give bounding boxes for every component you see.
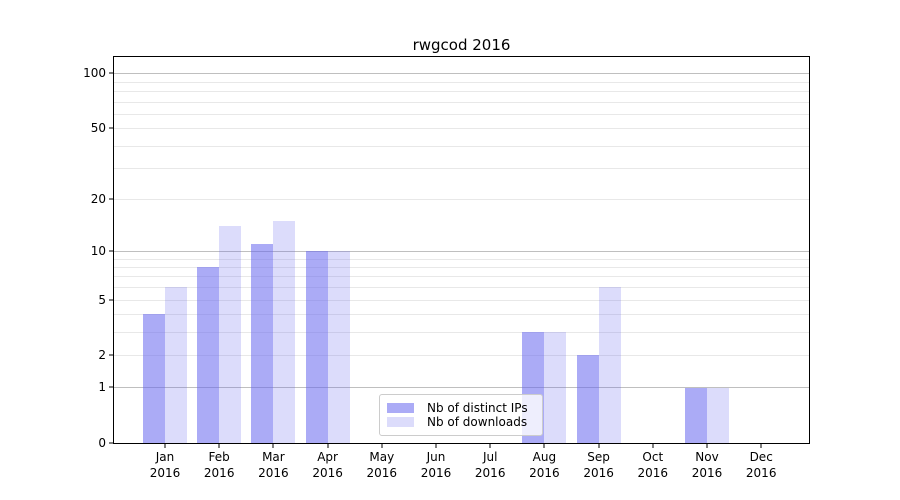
- minor-gridline: [114, 199, 809, 201]
- minor-gridline: [114, 81, 809, 83]
- legend-item-downloads: Nb of downloads: [387, 416, 534, 428]
- bar-downloads-apr: [327, 250, 350, 443]
- minor-gridline: [114, 276, 809, 278]
- x-tick: [760, 443, 762, 448]
- minor-gridline: [114, 267, 809, 269]
- y-tick-label: 5: [98, 292, 106, 307]
- x-tick-label: Mar 2016: [258, 450, 289, 480]
- x-tick: [435, 443, 437, 448]
- legend-label-downloads: Nb of downloads: [427, 415, 528, 429]
- legend: Nb of distinct IPs Nb of downloads: [379, 394, 543, 436]
- x-tick-label: Aug 2016: [529, 450, 560, 480]
- legend-item-distinct-ips: Nb of distinct IPs: [387, 402, 534, 414]
- x-tick: [652, 443, 654, 448]
- major-gridline: [114, 387, 809, 389]
- major-gridline: [114, 250, 809, 252]
- y-tick: [109, 299, 114, 301]
- chart-title: rwgcod 2016: [412, 36, 511, 54]
- minor-gridline: [114, 91, 809, 93]
- x-tick: [327, 443, 329, 448]
- x-tick: [598, 443, 600, 448]
- y-tick-label: 20: [90, 192, 106, 207]
- x-tick-label: Jul 2016: [474, 450, 506, 480]
- y-tick-label: 2: [98, 348, 106, 363]
- y-tick: [109, 354, 114, 356]
- x-tick: [272, 443, 274, 448]
- x-tick-label: Feb 2016: [203, 450, 235, 480]
- bar-downloads-nov: [707, 387, 729, 443]
- minor-gridline: [114, 355, 809, 357]
- y-tick-label: 1: [98, 380, 106, 395]
- minor-gridline: [114, 258, 809, 260]
- x-tick: [164, 443, 166, 448]
- x-tick: [706, 443, 708, 448]
- x-tick-label: Nov 2016: [691, 450, 723, 480]
- minor-gridline: [114, 128, 809, 130]
- y-tick: [109, 72, 114, 74]
- x-tick-label: Oct 2016: [637, 450, 669, 480]
- y-tick-label: 10: [90, 243, 106, 258]
- x-tick: [381, 443, 383, 448]
- minor-gridline: [114, 168, 809, 169]
- y-tick-label: 100: [83, 66, 106, 81]
- y-tick: [109, 198, 114, 200]
- x-tick: [218, 443, 220, 448]
- y-tick: [109, 250, 114, 252]
- x-tick-label: May 2016: [366, 450, 398, 480]
- x-tick-label: Jun 2016: [420, 450, 452, 480]
- bar-ips-nov: [685, 387, 707, 443]
- distinct-ips-swatch-icon: [387, 403, 414, 413]
- bar-ips-feb: [197, 267, 220, 443]
- legend-label-distinct-ips: Nb of distinct IPs: [427, 401, 528, 415]
- minor-gridline: [114, 331, 809, 333]
- bar-downloads-aug: [544, 332, 567, 443]
- bar-downloads-feb: [219, 226, 242, 443]
- y-tick: [109, 127, 114, 129]
- minor-gridline: [114, 113, 809, 115]
- y-tick: [109, 442, 114, 444]
- y-tick-label: 0: [98, 436, 106, 450]
- bar-downloads-mar: [273, 220, 296, 443]
- x-tick-label: Dec 2016: [745, 450, 777, 480]
- y-tick: [109, 386, 114, 388]
- bar-downloads-sep: [598, 287, 621, 443]
- downloads-swatch-icon: [387, 417, 414, 427]
- x-tick: [543, 443, 545, 448]
- plot-area: 0 1 2 5 10 20 50 100 Jan 2016 Feb 2016 Mar 2016 Apr…: [83, 56, 810, 480]
- minor-gridline: [114, 314, 809, 316]
- minor-gridline: [114, 299, 809, 301]
- x-tick-label: Apr 2016: [312, 450, 343, 480]
- x-tick-label: Sep 2016: [583, 450, 614, 480]
- x-tick: [489, 443, 491, 448]
- minor-gridline: [114, 145, 809, 147]
- bar-ips-apr: [305, 250, 328, 443]
- x-tick-label: Jan 2016: [149, 450, 181, 480]
- bar-ips-jan: [143, 314, 165, 443]
- major-gridline: [114, 73, 809, 75]
- bar-ips-mar: [251, 244, 274, 443]
- y-tick-label: 50: [90, 121, 106, 136]
- bar-ips-sep: [576, 355, 599, 443]
- minor-gridline: [114, 101, 809, 103]
- bar-downloads-jan: [165, 287, 187, 443]
- minor-gridline: [114, 287, 809, 289]
